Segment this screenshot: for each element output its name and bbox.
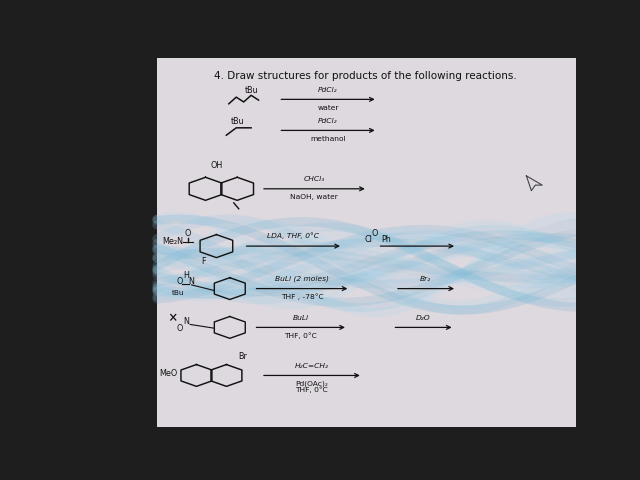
Text: F: F <box>201 257 205 266</box>
Text: Me₂N: Me₂N <box>162 237 183 246</box>
Text: N: N <box>184 317 189 326</box>
Text: O: O <box>176 277 182 286</box>
Text: OH: OH <box>211 161 223 170</box>
Text: BuLi: BuLi <box>292 315 308 321</box>
Text: Br₂: Br₂ <box>420 276 431 282</box>
Text: H: H <box>184 271 189 279</box>
Text: NaOH, water: NaOH, water <box>291 194 338 200</box>
Text: Cl: Cl <box>365 235 372 244</box>
Text: methanol: methanol <box>310 135 346 142</box>
Text: O: O <box>372 229 378 238</box>
Text: PdCl₂: PdCl₂ <box>318 118 338 124</box>
Text: tBu: tBu <box>244 86 258 95</box>
Text: O: O <box>176 324 182 333</box>
Text: N: N <box>189 277 195 286</box>
Text: PdCl₂: PdCl₂ <box>318 87 338 93</box>
Text: water: water <box>317 105 339 110</box>
Text: MeO: MeO <box>159 369 177 378</box>
FancyBboxPatch shape <box>157 58 576 427</box>
Text: CHCl₃: CHCl₃ <box>304 176 325 182</box>
Text: D₂O: D₂O <box>416 315 431 321</box>
Text: BuLi (2 moles): BuLi (2 moles) <box>275 276 329 282</box>
Text: THF, 0°C: THF, 0°C <box>296 386 328 393</box>
Text: Br: Br <box>239 352 248 361</box>
Text: tBu: tBu <box>231 118 244 127</box>
Text: THF , -78°C: THF , -78°C <box>281 294 323 300</box>
Text: LDA, THF, 0°C: LDA, THF, 0°C <box>268 233 319 240</box>
Text: Pd(OAc)₂: Pd(OAc)₂ <box>296 381 328 387</box>
Text: O: O <box>185 229 191 238</box>
Text: tBu: tBu <box>172 290 184 296</box>
Text: 4. Draw structures for products of the following reactions.: 4. Draw structures for products of the f… <box>214 71 516 81</box>
Text: H₂C=CH₂: H₂C=CH₂ <box>295 363 329 369</box>
Text: Ph: Ph <box>381 235 392 244</box>
Text: THF, 0°C: THF, 0°C <box>284 333 317 339</box>
